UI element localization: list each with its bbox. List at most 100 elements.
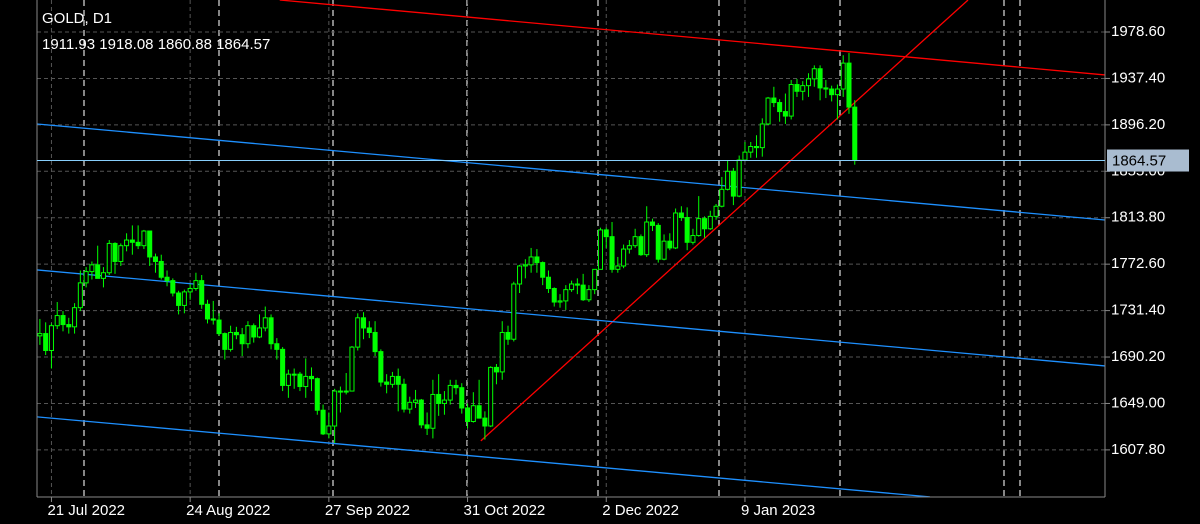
candle-body [343, 390, 349, 393]
candle-body [574, 283, 580, 286]
candle-body [135, 241, 141, 247]
x-tick-label: 21 Jul 2022 [47, 502, 125, 519]
candle-body [488, 366, 494, 427]
candle-body [268, 317, 274, 345]
candle-body [817, 68, 823, 89]
ohlc-open: 1911.93 [42, 36, 95, 53]
ohlc-header: 1911.93 1918.08 1860.88 1864.57 [42, 36, 270, 53]
candle-body [222, 333, 228, 350]
x-tick-label: 31 Oct 2022 [464, 502, 546, 519]
candle-body [528, 256, 534, 266]
candle-body [66, 324, 72, 328]
candle-body [251, 325, 257, 338]
candle-body [147, 230, 153, 258]
y-tick-label: 1896.20 [1111, 116, 1165, 133]
candle-body [476, 405, 482, 419]
candle-body [730, 170, 736, 197]
trendlines [37, 0, 1105, 497]
candle-body [413, 399, 419, 403]
candle-body [245, 325, 251, 345]
price-label: 1864.57 [1112, 152, 1166, 169]
candle-body [430, 393, 436, 429]
candle-body [280, 348, 286, 386]
candle-body [557, 300, 563, 303]
candle-body [707, 215, 713, 230]
candle-body [834, 88, 840, 96]
candle-body [326, 425, 332, 435]
candle-body [540, 262, 546, 278]
ohlc-low: 1860.88 [158, 36, 212, 53]
axes [36, 0, 1106, 498]
candle-body [436, 393, 442, 404]
candle-body [765, 97, 771, 125]
y-tick-label: 1607.80 [1111, 441, 1165, 458]
candle-body [361, 317, 367, 329]
candle-body [603, 229, 609, 238]
candle-body [482, 417, 488, 427]
candle-body [736, 159, 742, 197]
candle-body [384, 381, 390, 385]
candle-body [661, 240, 667, 260]
candle-body [759, 123, 765, 149]
ohlc-high: 1918.08 [99, 36, 153, 53]
candle-body [453, 384, 459, 389]
candle-body [216, 319, 222, 335]
candle-body [465, 407, 471, 422]
candle-body [320, 409, 326, 435]
candle-body [54, 315, 60, 327]
candle-body [511, 283, 517, 340]
candle-body [800, 85, 806, 92]
candle-body [199, 280, 205, 305]
candle-body [846, 62, 852, 108]
candle-body [459, 387, 465, 409]
candle-body [106, 242, 112, 274]
candle-body [100, 272, 106, 279]
candle-body [517, 265, 523, 285]
candle-body [673, 212, 679, 249]
trendline [480, 0, 969, 442]
candle-body [644, 221, 650, 256]
candle-body [615, 265, 621, 270]
price-label-box [1107, 149, 1189, 172]
candle-body [505, 331, 511, 340]
candle-body [725, 170, 731, 190]
candle-body [204, 303, 211, 320]
y-tick-label: 1731.40 [1111, 302, 1165, 319]
candle-body [788, 84, 794, 117]
grid [37, 0, 1105, 497]
y-tick-label: 1772.60 [1111, 255, 1165, 272]
candle-body [187, 288, 193, 293]
candle-body [823, 87, 829, 90]
candles [37, 52, 858, 443]
y-tick-label: 1813.80 [1111, 209, 1165, 226]
candle-body [274, 343, 280, 350]
candle-body [181, 291, 187, 306]
candle-body [638, 236, 644, 256]
candle-body [332, 390, 338, 427]
candle-body [840, 62, 846, 90]
candle-body [89, 264, 95, 273]
candle-body [499, 331, 505, 373]
candle-body [684, 217, 690, 243]
x-tick-label: 27 Sep 2022 [325, 502, 410, 519]
candle-body [141, 230, 147, 247]
candle-body [297, 373, 303, 388]
candle-body [43, 333, 49, 351]
candle-body [37, 333, 43, 337]
candle-body [395, 375, 401, 385]
candle-body [389, 375, 395, 385]
candle-body [782, 111, 788, 117]
candle-body [441, 399, 447, 404]
candle-body [592, 268, 598, 291]
candle-body [378, 351, 384, 383]
y-tick-label: 1649.00 [1111, 394, 1165, 411]
y-tick-label: 1937.40 [1111, 69, 1165, 86]
candle-body [649, 221, 656, 226]
candle-body [493, 366, 499, 373]
candle-body [303, 375, 309, 388]
candle-body [291, 373, 297, 376]
candle-body [609, 236, 615, 270]
candle-body [256, 327, 263, 338]
candle-body [210, 318, 216, 321]
candle-body [355, 317, 361, 348]
